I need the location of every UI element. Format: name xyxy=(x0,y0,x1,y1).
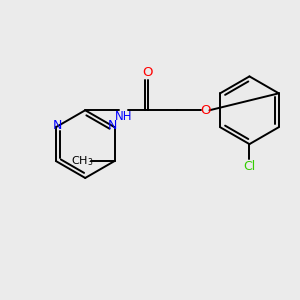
Text: N: N xyxy=(53,119,62,132)
Text: CH$_3$: CH$_3$ xyxy=(71,154,94,168)
Text: O: O xyxy=(142,66,153,79)
Text: NH: NH xyxy=(114,110,132,123)
Text: N: N xyxy=(108,119,118,132)
Text: Cl: Cl xyxy=(243,160,256,173)
Text: O: O xyxy=(200,104,211,117)
